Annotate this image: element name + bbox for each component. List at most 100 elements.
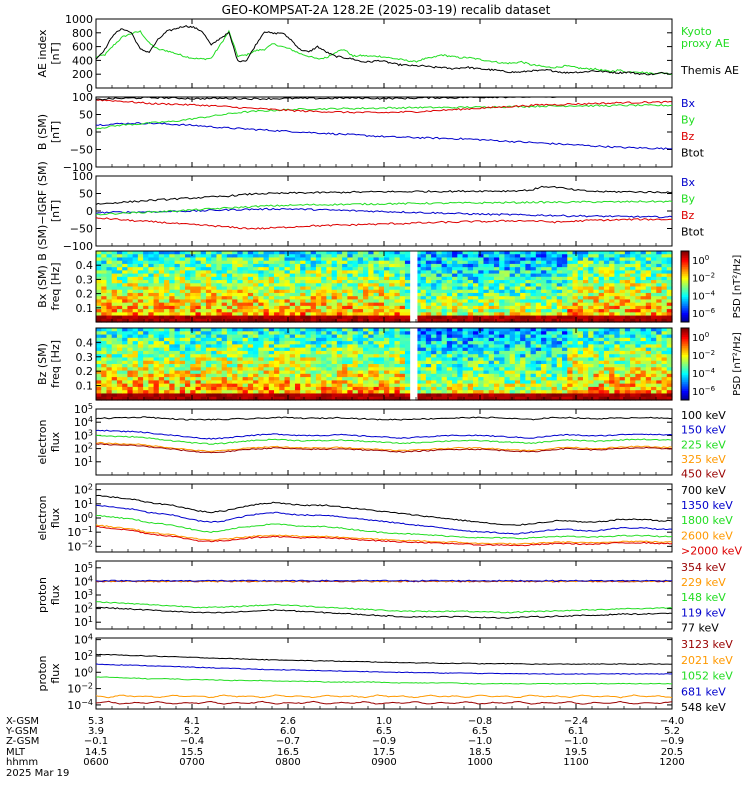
spectrogram-cell — [96, 341, 102, 345]
spectrogram-cell — [137, 390, 144, 395]
spectrogram-cell — [614, 299, 621, 304]
spectrogram-cell — [525, 312, 532, 317]
spectrogram-cell — [593, 286, 600, 291]
spectrogram-cell — [216, 354, 223, 359]
spectrogram-cell — [294, 383, 301, 388]
spectrogram-cell — [164, 390, 170, 395]
spectrogram-cell — [551, 273, 558, 278]
spectrogram-cell — [452, 292, 458, 297]
spectrogram-cell — [274, 283, 280, 288]
spectrogram-cell — [483, 380, 490, 385]
spectrogram-cell — [473, 270, 479, 275]
spectrogram-cell — [321, 328, 327, 332]
spectrogram-cell — [593, 357, 600, 362]
spectrogram-cell — [384, 354, 390, 359]
spectrogram-cell — [226, 312, 233, 317]
spectrogram-cell — [514, 344, 521, 349]
spectrogram-cell — [216, 267, 223, 271]
spectrogram-cell — [111, 299, 118, 304]
spectrogram-cell — [185, 309, 191, 313]
spectrogram-cell — [567, 377, 574, 381]
spectrogram-cell — [546, 305, 553, 310]
spectrogram-cell — [635, 299, 642, 304]
spectrogram-cell — [577, 276, 584, 281]
spectrogram-cell — [336, 292, 343, 297]
spectrogram-cell — [431, 341, 437, 345]
spectrogram-cell — [268, 328, 275, 332]
spectrogram-cell — [593, 302, 600, 307]
spectrogram-cell — [394, 280, 401, 284]
spectrogram-cell — [363, 263, 369, 268]
spectrogram-cell — [342, 251, 348, 255]
spectrogram-cell — [185, 383, 191, 388]
spectrogram-cell — [111, 396, 118, 401]
spectrogram-cell — [425, 280, 432, 284]
spectrogram-cell — [279, 280, 286, 284]
spectrogram-cell — [232, 305, 238, 310]
spectrogram-cell — [305, 283, 312, 288]
spectrogram-cell — [232, 315, 238, 320]
spectrogram-cell — [478, 270, 485, 275]
spectrogram-cell — [582, 270, 589, 275]
spectrogram-cell — [431, 260, 437, 265]
spectrogram-cell — [425, 386, 432, 391]
colorbar-cell — [681, 254, 689, 257]
spectrogram-cell — [582, 390, 589, 395]
spectrogram-cell — [535, 276, 542, 281]
spectrogram-cell — [221, 292, 228, 297]
spectrogram-cell — [132, 386, 139, 391]
spectrogram-cell — [530, 341, 537, 345]
spectrogram-cell — [499, 354, 506, 359]
spectrogram-cell — [530, 328, 537, 332]
spectrogram-cell — [357, 254, 364, 259]
spectrogram-cell — [274, 364, 280, 368]
spectrogram-cell — [342, 334, 348, 339]
spectrogram-cell — [535, 344, 542, 349]
spectrogram-cell — [300, 367, 307, 372]
spectrogram-cell — [106, 280, 113, 284]
spectrogram-cell — [106, 267, 113, 271]
spectrogram-cell — [483, 364, 490, 368]
spectrogram-cell — [258, 370, 265, 375]
spectrogram-cell — [242, 393, 249, 398]
spectrogram-cell — [169, 254, 176, 259]
spectrogram-cell — [174, 289, 181, 294]
spectrogram-cell — [305, 354, 312, 359]
spectrogram-cell — [577, 370, 584, 375]
spectrogram-cell — [211, 377, 218, 381]
spectrogram-cell — [300, 286, 307, 291]
spectrogram-cell — [263, 254, 270, 259]
spectrogram-cell — [415, 299, 422, 304]
spectrogram-cell — [415, 357, 422, 362]
spectrogram-cell — [514, 296, 521, 301]
spectrogram-cell — [446, 292, 453, 297]
spectrogram-cell — [221, 357, 228, 362]
spectrogram-cell — [373, 383, 380, 388]
spectrogram-cell — [237, 283, 244, 288]
spectrogram-cell — [556, 393, 563, 398]
spectrogram-cell — [661, 315, 668, 320]
y-tick-label: 1000 — [65, 13, 93, 26]
spectrogram-cell — [242, 386, 249, 391]
spectrogram-cell — [666, 299, 673, 304]
spectrogram-cell — [551, 344, 558, 349]
spectrogram-cell — [436, 286, 443, 291]
spectrogram-cell — [336, 318, 343, 323]
spectrogram-cell — [363, 289, 369, 294]
spectrogram-cell — [635, 302, 642, 307]
spectrogram-cell — [169, 344, 176, 349]
spectrogram-cell — [635, 350, 642, 355]
spectrogram-cell — [300, 377, 307, 381]
spectrogram-cell — [116, 260, 123, 265]
spectrogram-cell — [582, 393, 589, 398]
spectrogram-cell — [436, 315, 443, 320]
spectrogram-cell — [179, 380, 186, 385]
spectrogram-cell — [164, 302, 170, 307]
spectrogram-cell — [153, 305, 160, 310]
spectrogram-cell — [279, 251, 286, 255]
spectrogram-cell — [425, 347, 432, 352]
spectrogram-cell — [258, 292, 265, 297]
colorbar-cell — [681, 258, 689, 261]
spectrogram-cell — [143, 276, 149, 281]
spectrogram-cell — [127, 270, 134, 275]
